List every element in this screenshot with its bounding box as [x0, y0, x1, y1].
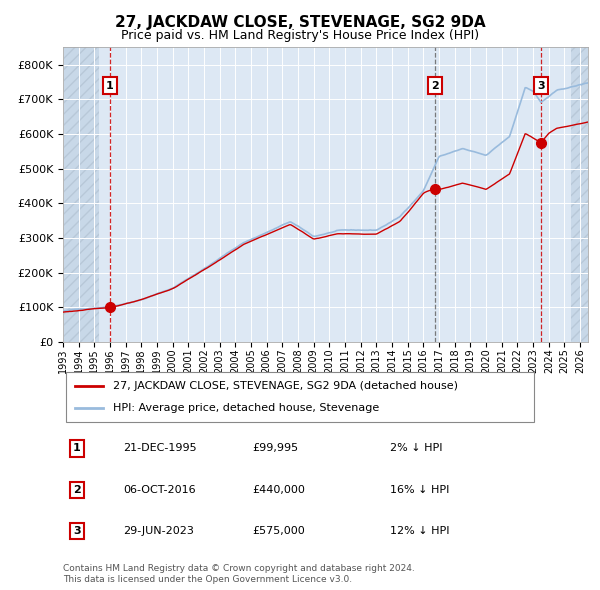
- Text: 27, JACKDAW CLOSE, STEVENAGE, SG2 9DA: 27, JACKDAW CLOSE, STEVENAGE, SG2 9DA: [115, 15, 485, 30]
- FancyBboxPatch shape: [66, 372, 534, 422]
- Text: 27, JACKDAW CLOSE, STEVENAGE, SG2 9DA (detached house): 27, JACKDAW CLOSE, STEVENAGE, SG2 9DA (d…: [113, 381, 458, 391]
- Text: 3: 3: [537, 81, 545, 90]
- Text: 21-DEC-1995: 21-DEC-1995: [123, 444, 197, 453]
- Text: 12% ↓ HPI: 12% ↓ HPI: [390, 526, 449, 536]
- Text: 1: 1: [73, 444, 80, 453]
- Text: 06-OCT-2016: 06-OCT-2016: [123, 485, 196, 494]
- Text: HPI: Average price, detached house, Stevenage: HPI: Average price, detached house, Stev…: [113, 403, 379, 413]
- Text: 3: 3: [73, 526, 80, 536]
- Text: £99,995: £99,995: [252, 444, 298, 453]
- Bar: [63, 47, 99, 342]
- Text: Price paid vs. HM Land Registry's House Price Index (HPI): Price paid vs. HM Land Registry's House …: [121, 30, 479, 42]
- Text: 1: 1: [106, 81, 113, 90]
- Text: Contains HM Land Registry data © Crown copyright and database right 2024.: Contains HM Land Registry data © Crown c…: [63, 565, 415, 573]
- Bar: [571, 47, 588, 342]
- Text: This data is licensed under the Open Government Licence v3.0.: This data is licensed under the Open Gov…: [63, 575, 352, 584]
- Text: 29-JUN-2023: 29-JUN-2023: [123, 526, 194, 536]
- Text: 2: 2: [431, 81, 439, 90]
- Text: £575,000: £575,000: [252, 526, 305, 536]
- Text: 2: 2: [73, 485, 80, 494]
- Text: 16% ↓ HPI: 16% ↓ HPI: [390, 485, 449, 494]
- Text: 2% ↓ HPI: 2% ↓ HPI: [390, 444, 443, 453]
- Text: £440,000: £440,000: [252, 485, 305, 494]
